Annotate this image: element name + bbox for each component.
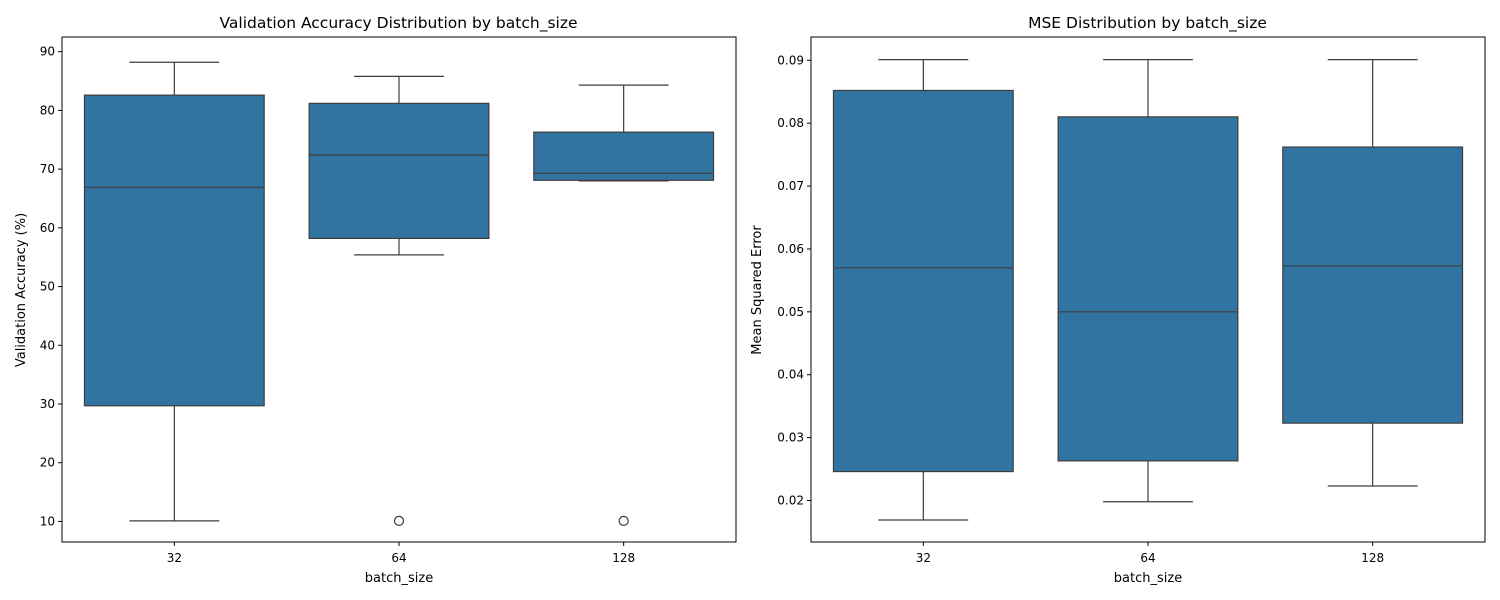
y-tick-label: 20	[40, 456, 55, 470]
y-tick-label: 80	[40, 103, 55, 117]
y-axis-label: Mean Squared Error	[750, 225, 765, 355]
chart-title: MSE Distribution by batch_size	[1028, 14, 1267, 33]
x-tick-label: 32	[167, 551, 182, 565]
box-128	[533, 131, 715, 181]
y-tick-label: 10	[40, 514, 55, 528]
plot-frame	[810, 36, 1486, 543]
x-tick-label: 128	[1361, 551, 1384, 565]
box-32	[83, 94, 265, 407]
outlier-point	[393, 515, 405, 526]
x-tick-label: 128	[612, 551, 635, 565]
plot-frame	[61, 36, 737, 543]
y-tick-label: 0.09	[777, 53, 804, 67]
y-tick-label: 70	[40, 162, 55, 176]
y-tick-label: 0.03	[777, 431, 804, 445]
y-tick-label: 0.06	[777, 242, 804, 256]
box-64	[308, 102, 490, 240]
x-axis-label: batch_size	[1114, 571, 1182, 586]
x-tick-label: 32	[916, 551, 931, 565]
y-tick-label: 90	[40, 45, 55, 59]
chart-title: Validation Accuracy Distribution by batc…	[219, 14, 577, 33]
y-tick-label: 0.02	[777, 493, 804, 507]
box-32	[832, 89, 1014, 473]
y-tick-label: 30	[40, 397, 55, 411]
y-tick-label: 0.04	[777, 368, 804, 382]
y-tick-label: 0.05	[777, 305, 804, 319]
accuracy-chart: Validation Accuracy Distribution by batc…	[14, 14, 737, 586]
y-tick-label: 60	[40, 221, 55, 235]
y-tick-label: 0.07	[777, 179, 804, 193]
x-axis-label: batch_size	[365, 571, 433, 586]
outlier-point	[618, 515, 629, 526]
y-tick-label: 0.08	[777, 116, 804, 130]
mse-chart: MSE Distribution by batch_size 0.02 0.03 0…	[750, 14, 1486, 586]
box-128	[1282, 146, 1464, 424]
x-tick-label: 64	[391, 551, 406, 565]
y-tick-label: 50	[40, 280, 55, 294]
box-64	[1057, 116, 1239, 462]
y-tick-label: 40	[40, 338, 55, 352]
x-tick-label: 64	[1140, 551, 1155, 565]
y-axis-label: Validation Accuracy (%)	[14, 213, 29, 367]
